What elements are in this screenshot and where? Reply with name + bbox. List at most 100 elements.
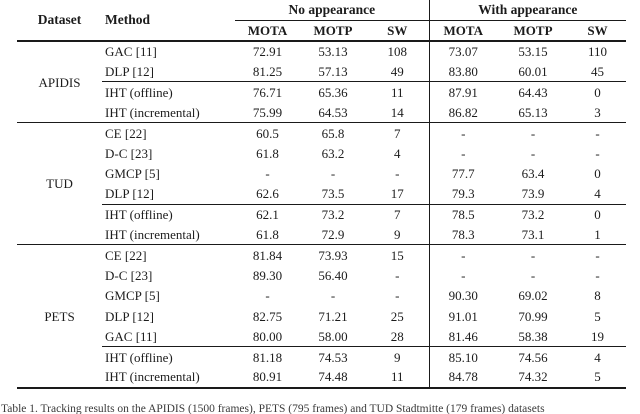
value-cell: -	[595, 267, 600, 283]
table-row: DLP [12] 62.6 73.5 17 79.3 73.9 4	[17, 183, 626, 205]
value-cell: 79.3	[428, 183, 498, 205]
value-cell: 70.99	[518, 308, 548, 324]
method-cell: IHT (offline)	[102, 81, 235, 103]
value-cell: 73.2	[497, 203, 570, 225]
table-row: PETS CE [22] 81.84 73.93 15 - - -	[17, 244, 627, 388]
value-cell: 58.00	[318, 328, 348, 344]
table-row: D-C [23] 89.30 56.40 - - - -	[17, 265, 626, 286]
value-cell: -	[395, 166, 400, 182]
value-cell: 73.5	[321, 186, 345, 202]
value-cell: 28	[390, 328, 404, 344]
value-cell: -	[265, 288, 270, 304]
value-cell: 81.18	[235, 346, 300, 368]
value-cell: 80.91	[252, 369, 283, 385]
dataset-label-pets: PETS	[17, 244, 102, 388]
table-row: GMCP [5] - - - 90.30 69.02 8	[17, 285, 626, 307]
value-cell: 1	[594, 226, 601, 242]
value-cell: 74.53	[300, 346, 366, 368]
group-header-no-appearance: No appearance	[235, 0, 430, 21]
value-cell: 74.48	[318, 369, 348, 385]
value-cell: 4	[394, 145, 401, 161]
value-cell: 60.5	[235, 122, 300, 143]
value-cell: 87.91	[428, 81, 498, 103]
dataset-label-apidis: APIDIS	[38, 74, 81, 90]
column-header-motp-no: MOTP	[300, 20, 366, 42]
method-cell: GAC [11]	[105, 44, 157, 60]
table-row: DLP [12] 81.25 57.13 49 83.80 60.01 45	[17, 61, 626, 82]
table-row: IHT (offline) 81.18 74.53 9 85.10 74.56 …	[17, 346, 627, 368]
table-row: IHT (incremental) 80.91 74.48 11 84.78 7…	[17, 367, 626, 388]
value-cell: 81.84	[235, 244, 300, 266]
value-cell: 0	[569, 203, 627, 225]
value-cell: 15	[366, 244, 430, 266]
value-cell: 60.01	[518, 63, 548, 79]
table-row: TUD CE [22] 60.5 65.8 7 - - -	[17, 122, 627, 245]
value-cell: 61.8	[256, 145, 279, 161]
value-cell: 78.5	[428, 203, 498, 225]
column-header-sw-no: SW	[366, 20, 430, 42]
method-cell: GAC [11]	[105, 328, 157, 344]
table-row: GMCP [5] - - - 77.7 63.4 0	[17, 163, 626, 184]
value-cell: 81.25	[252, 63, 283, 79]
column-header-dataset: Dataset	[17, 0, 102, 42]
table-row: DLP [12] 82.75 71.21 25 91.01 70.99 5	[17, 306, 626, 327]
value-cell: 65.8	[300, 122, 366, 143]
value-cell: 85.10	[428, 346, 498, 368]
table-row: IHT (offline) 76.71 65.36 11 87.91 64.43…	[17, 81, 627, 103]
column-header-mota-with: MOTA	[428, 20, 498, 42]
value-cell: 63.2	[321, 145, 345, 161]
value-cell: 110	[588, 44, 608, 60]
method-cell: IHT (incremental)	[105, 104, 200, 120]
value-cell: 9	[394, 226, 401, 242]
table-row: IHT (incremental) 75.99 64.53 14 86.82 6…	[17, 102, 626, 123]
value-cell: 74.32	[518, 369, 548, 385]
value-cell: -	[395, 267, 400, 283]
value-cell: 72.91	[252, 44, 283, 60]
value-cell: 11	[366, 81, 430, 103]
value-cell: -	[330, 166, 336, 182]
value-cell: 5	[594, 369, 601, 385]
value-cell: 4	[569, 346, 627, 368]
method-cell: DLP [12]	[105, 308, 154, 324]
value-cell: 73.1	[521, 226, 545, 242]
method-cell: DLP [12]	[105, 186, 154, 202]
value-cell: -	[497, 244, 570, 266]
table-row: GAC [11] 80.00 58.00 28 81.46 58.38 19	[17, 326, 626, 347]
value-cell: 81.46	[428, 326, 498, 347]
value-cell: -	[428, 122, 498, 143]
value-cell: -	[530, 267, 536, 283]
table-row: D-C [23] 61.8 63.2 4 - - -	[17, 142, 626, 164]
value-cell: 73.07	[428, 41, 498, 62]
value-cell: 57.13	[318, 63, 348, 79]
method-cell: GMCP [5]	[105, 288, 160, 304]
value-cell: 90.30	[428, 285, 498, 307]
value-cell: 73.2	[300, 203, 366, 225]
value-cell: -	[395, 288, 400, 304]
method-cell: D-C [23]	[105, 267, 153, 283]
method-cell: IHT (incremental)	[105, 369, 200, 385]
value-cell: 64.53	[318, 104, 348, 120]
value-cell: 25	[390, 308, 404, 324]
value-cell: 7	[366, 203, 430, 225]
value-cell: 76.71	[235, 81, 300, 103]
value-cell: 5	[594, 308, 601, 324]
method-cell: D-C [23]	[105, 145, 153, 161]
value-cell: 49	[390, 63, 404, 79]
value-cell: 89.30	[252, 267, 283, 283]
method-cell: IHT (offline)	[102, 346, 235, 368]
group-header-with-appearance: With appearance	[428, 0, 627, 21]
value-cell: 62.1	[235, 203, 300, 225]
method-cell: DLP [12]	[105, 63, 154, 79]
value-cell: 69.02	[518, 288, 548, 304]
value-cell: 74.56	[497, 346, 570, 368]
table-caption: Table 1. Tracking results on the APIDIS …	[1, 403, 545, 414]
value-cell: 72.9	[321, 226, 345, 242]
value-cell: 73.9	[521, 186, 545, 202]
value-cell: 82.75	[252, 308, 283, 324]
value-cell: 58.38	[518, 328, 548, 344]
value-cell: 17	[390, 186, 404, 202]
value-cell: -	[428, 142, 498, 164]
value-cell: 65.13	[518, 104, 548, 120]
method-cell: CE [22]	[102, 122, 235, 143]
method-cell: GMCP [5]	[105, 166, 160, 182]
